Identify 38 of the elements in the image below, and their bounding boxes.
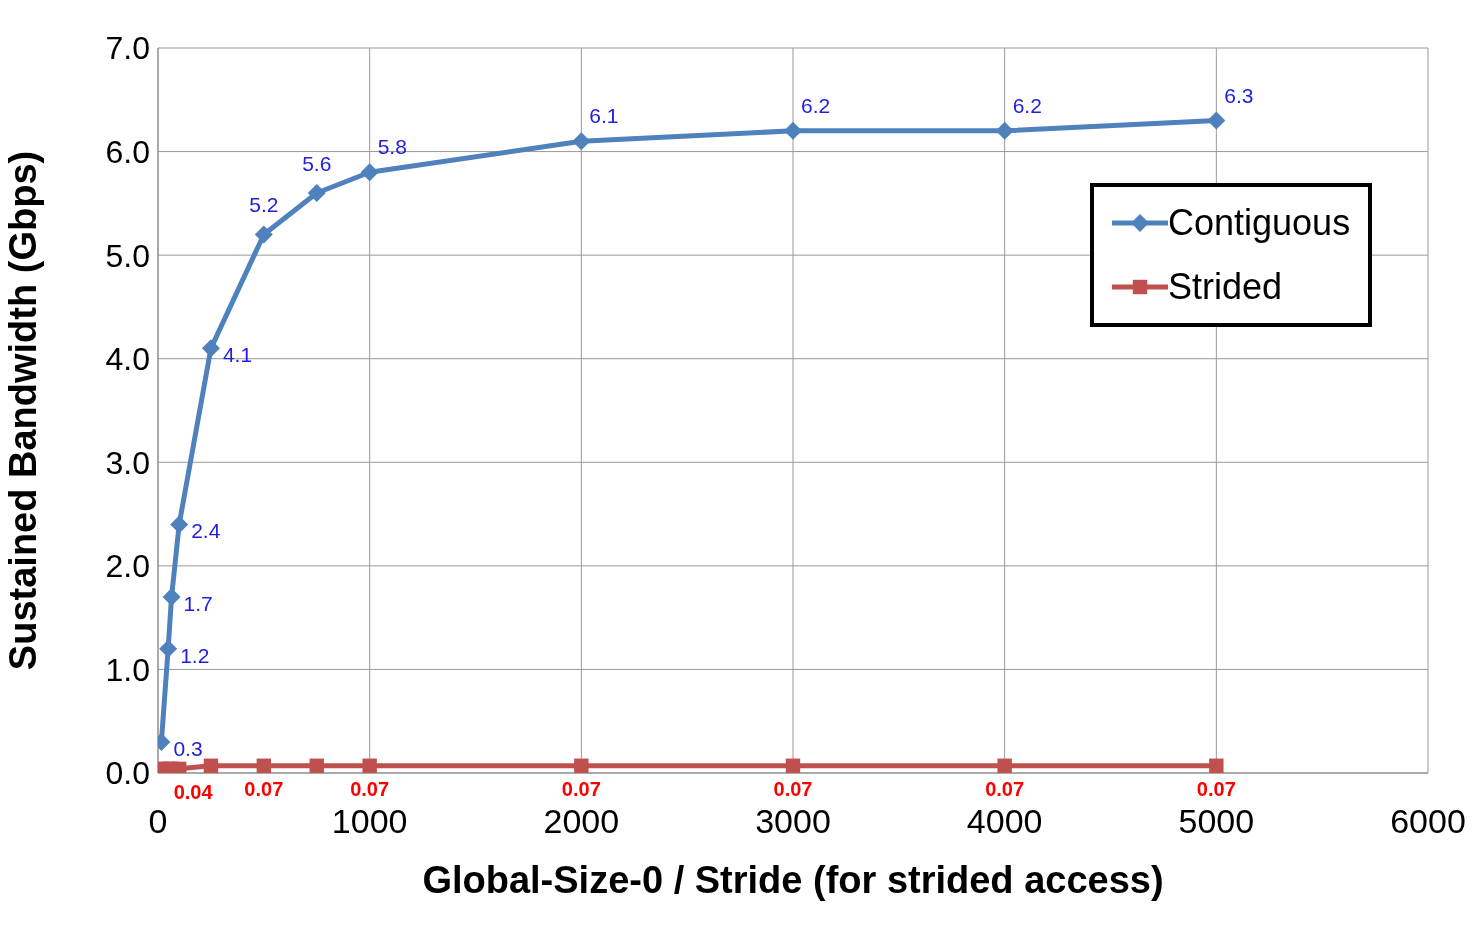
x-tick-label: 4000: [966, 802, 1043, 841]
data-label: 6.1: [589, 104, 619, 128]
data-label: 6.3: [1224, 83, 1254, 107]
data-label: 6.2: [1012, 93, 1042, 117]
y-tick-label: 7.0: [105, 30, 150, 67]
legend-label: Contiguous: [1168, 201, 1351, 245]
y-tick-label: 6.0: [105, 133, 150, 170]
data-label: 0.07: [773, 777, 813, 800]
legend-label: Strided: [1168, 265, 1283, 309]
y-tick-label: 3.0: [105, 444, 150, 481]
y-tick-label: 1.0: [105, 651, 150, 688]
data-label: 0.07: [244, 777, 284, 800]
data-label: 0.07: [1196, 777, 1236, 800]
data-label: 0.07: [350, 777, 390, 800]
data-label: 0.04: [173, 780, 214, 803]
x-tick-label: 1000: [331, 802, 408, 841]
data-label: 1.2: [180, 643, 210, 667]
y-tick-label: 5.0: [105, 237, 150, 274]
y-tick-label: 4.0: [105, 341, 150, 378]
x-tick-label: 6000: [1390, 802, 1466, 841]
data-label: 1.7: [183, 591, 213, 615]
data-label: 5.6: [302, 152, 332, 175]
data-label: 5.8: [377, 135, 407, 159]
data-label: 4.1: [222, 343, 253, 367]
y-tick-label: 0.0: [105, 755, 150, 792]
y-axis-title: Sustained Bandwidth (Gbps): [2, 150, 45, 671]
x-tick-label: 0: [148, 802, 168, 841]
x-tick-label: 3000: [755, 802, 831, 841]
data-label: 6.2: [801, 93, 831, 117]
x-axis-title: Global-Size-0 / Stride (for strided access): [422, 859, 1164, 901]
y-tick-label: 2.0: [105, 548, 150, 585]
data-label: 0.07: [985, 777, 1025, 800]
data-label: 2.4: [191, 519, 221, 543]
data-label: 5.2: [249, 193, 279, 217]
x-tick-label: 2000: [543, 802, 620, 841]
data-label: 0.3: [173, 736, 203, 760]
x-tick-label: 5000: [1178, 802, 1255, 841]
data-label: 0.07: [561, 777, 601, 800]
